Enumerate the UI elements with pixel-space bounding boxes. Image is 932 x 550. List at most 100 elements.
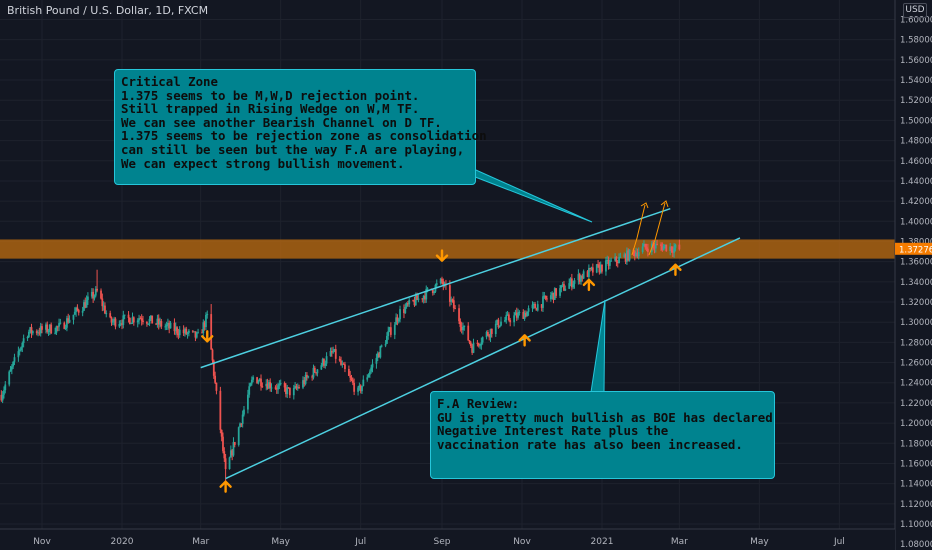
support-arrow-icon: [669, 263, 682, 276]
candle-body: [618, 257, 620, 264]
candle-body: [546, 298, 548, 300]
candle-body: [597, 264, 599, 266]
critical-resistance-zone: [0, 239, 895, 259]
candle-body: [412, 300, 415, 302]
candle-body: [167, 322, 169, 325]
candle-body: [325, 356, 328, 364]
candle-body: [243, 409, 245, 415]
candle-body: [96, 288, 98, 291]
fa-review-callout[interactable]: F.A Review: GU is pretty much bullish as …: [430, 391, 775, 479]
candle-body: [304, 374, 307, 384]
time-axis[interactable]: Nov 2020 Mar May Jul Sep Nov 2021 Mar May Jul: [0, 528, 895, 550]
candle-body: [477, 343, 480, 346]
candle-body: [257, 381, 260, 384]
candle-body: [581, 275, 584, 279]
candle-body: [247, 394, 249, 410]
currency-button[interactable]: USD: [903, 3, 927, 18]
candle-body: [358, 385, 361, 388]
price-axis-bg: [895, 0, 932, 550]
callout-line: 1.375 seems to be M,W,D rejection point.: [121, 87, 420, 103]
candle-body: [626, 250, 628, 262]
price-axis[interactable]: 1.60000 1.58000 1.56000 1.54000 1.52000 1.500…: [894, 0, 932, 550]
candlestick-series: [0, 239, 681, 481]
candle-body: [177, 333, 180, 336]
critical-zone-callout[interactable]: Critical Zone 1.375 seems to be M,W,D rej…: [114, 69, 487, 185]
candle-body: [627, 250, 630, 261]
candle-body: [404, 307, 407, 314]
projection-arrowhead-1: [640, 202, 649, 209]
candle-body: [357, 387, 359, 392]
candle-body: [645, 247, 648, 249]
candle-body: [506, 314, 509, 316]
candle-body: [233, 442, 236, 445]
price-tick-label: 1.52000: [900, 96, 932, 106]
wedge-upper-line: [200, 207, 671, 369]
candle-body: [275, 388, 278, 390]
candle-body: [347, 368, 350, 376]
candle-body: [77, 310, 80, 313]
annotation-arrows: [201, 200, 682, 493]
candle-body: [224, 458, 227, 470]
candle-body: [73, 311, 76, 315]
candle-body: [295, 386, 298, 389]
candle-body: [656, 244, 658, 246]
candle-body: [155, 323, 157, 325]
candle-body: [46, 324, 49, 332]
candle-body: [10, 366, 13, 370]
candle-body: [313, 367, 316, 373]
candle-body: [229, 450, 232, 458]
price-tick-label: 1.30000: [900, 318, 932, 328]
candle-body: [338, 358, 341, 361]
candle-body: [212, 360, 215, 376]
candle-body: [452, 300, 455, 309]
candle-body: [469, 342, 472, 347]
price-tick-label: 1.56000: [900, 56, 932, 66]
candle-body: [45, 324, 47, 330]
candle-body: [654, 244, 657, 249]
candle-body: [195, 332, 198, 338]
price-tick-label: 1.20000: [900, 419, 932, 429]
candle-body: [332, 351, 335, 353]
candle-body: [27, 331, 30, 337]
callout-line: 1.375 seems to be rejection zone as cons…: [121, 128, 487, 144]
price-tick-label: 1.10000: [900, 520, 932, 530]
candle-body: [384, 343, 387, 346]
time-tick-label: Jul: [833, 537, 845, 547]
candle-body: [522, 312, 525, 319]
candle-body: [454, 308, 457, 310]
candle-body: [669, 246, 672, 251]
candle-body: [165, 324, 168, 327]
candle-body: [637, 252, 640, 257]
candle-body: [413, 300, 416, 306]
candle-body: [64, 327, 67, 329]
candle-body: [121, 323, 123, 325]
candle-body: [168, 322, 171, 329]
candle-body: [320, 365, 323, 370]
projection-arrowhead-2: [660, 200, 669, 208]
candle-body: [35, 331, 38, 334]
price-tick-label: 1.60000: [900, 16, 932, 26]
price-tick-label: 1.22000: [900, 399, 932, 409]
candle-body: [248, 386, 251, 395]
candle-body: [100, 290, 102, 299]
price-tick-label: 1.14000: [900, 480, 932, 490]
candle-body: [535, 308, 538, 311]
candle-body: [81, 310, 84, 313]
candle-body: [653, 246, 656, 249]
time-axis-bg: [0, 529, 895, 550]
candle-body: [151, 315, 154, 324]
candle-body: [159, 321, 161, 325]
callout-line: We can see another Bearish Channel on D …: [121, 114, 442, 130]
candle-body: [397, 319, 400, 322]
candle-body: [156, 318, 159, 324]
candle-body: [214, 375, 217, 383]
candle-body: [674, 244, 677, 248]
candle-body: [416, 295, 418, 301]
candle-body: [386, 335, 388, 344]
candle-body: [417, 298, 420, 301]
support-arrow-icon: [518, 334, 531, 347]
candle-body: [359, 385, 362, 392]
candle-body: [288, 387, 291, 396]
price-tick-label: 1.26000: [900, 359, 932, 369]
candle-body: [26, 336, 29, 339]
